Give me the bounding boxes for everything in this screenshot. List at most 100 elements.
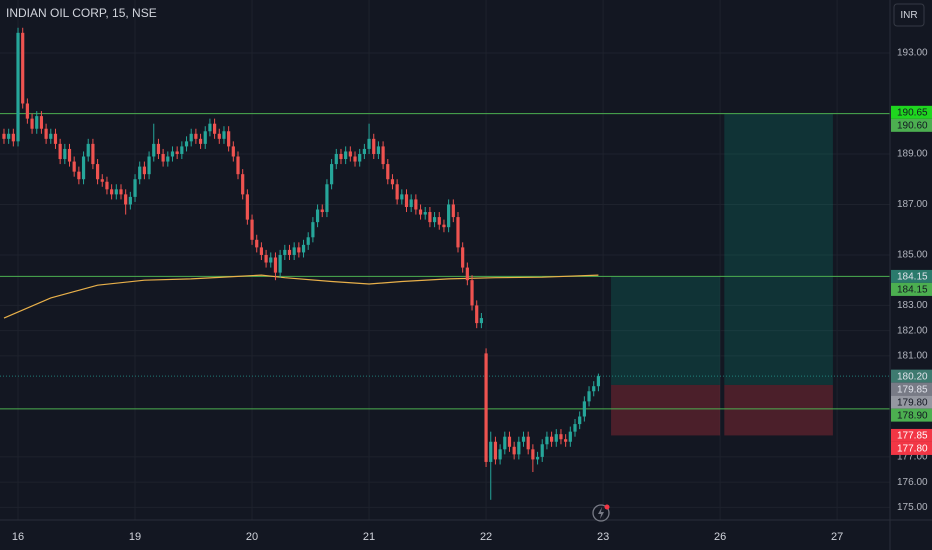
- candle-body: [489, 441, 493, 462]
- price-label: 190.60: [897, 120, 928, 131]
- candle-body: [470, 280, 474, 306]
- price-label: 177.85: [897, 431, 928, 442]
- candle-body: [447, 204, 451, 228]
- price-label-bg: [891, 382, 932, 396]
- candle-body: [465, 267, 469, 281]
- candle-body: [526, 436, 530, 450]
- candle-body: [81, 156, 86, 180]
- candle-body: [512, 446, 516, 455]
- candle-body: [358, 153, 362, 162]
- candle-body: [418, 209, 423, 215]
- icon-dot[interactable]: [604, 504, 610, 510]
- currency-label[interactable]: INR: [900, 10, 917, 21]
- candle-body: [344, 151, 348, 160]
- candle-body: [227, 131, 231, 147]
- candle-body: [138, 166, 142, 180]
- candle-body: [72, 161, 76, 172]
- candle-body: [330, 164, 334, 185]
- x-tick-label: 19: [129, 531, 141, 543]
- candle-body: [517, 441, 521, 455]
- price-label-bg: [891, 282, 932, 296]
- x-tick-label: 27: [831, 531, 843, 543]
- candle-body: [170, 151, 175, 157]
- candle-body: [255, 239, 259, 248]
- candle-body: [142, 166, 146, 175]
- candle-body: [554, 434, 558, 442]
- candle-body: [409, 199, 413, 207]
- candle-body: [189, 133, 193, 142]
- candle-body: [283, 249, 287, 255]
- y-tick-label: 193.00: [897, 48, 928, 59]
- candle-body: [545, 436, 549, 445]
- y-tick-label: 182.00: [897, 325, 928, 336]
- candle-body: [231, 146, 235, 157]
- candle-body: [49, 133, 53, 139]
- alert-icon[interactable]: [592, 504, 610, 522]
- candle-body: [451, 204, 455, 218]
- candle-body: [306, 237, 310, 245]
- price-label-bg: [891, 269, 932, 283]
- price-label: 184.15: [897, 285, 928, 296]
- price-label-bg: [891, 441, 932, 455]
- candle-body: [114, 189, 118, 195]
- candle-body: [44, 128, 48, 139]
- candle-body: [507, 436, 512, 447]
- candle-body: [198, 138, 203, 144]
- candle-body: [423, 212, 427, 215]
- candle-body: [194, 133, 198, 139]
- candle-body: [278, 254, 282, 273]
- candle-body: [175, 151, 179, 154]
- candle-body: [386, 164, 390, 180]
- candle-body: [180, 146, 184, 154]
- candle-body: [578, 416, 582, 425]
- price-label-bg: [891, 118, 932, 132]
- candle-body: [479, 318, 483, 324]
- icon-bolt[interactable]: [598, 507, 604, 519]
- candle-body: [325, 184, 329, 213]
- candle-body: [67, 148, 72, 162]
- candle-body: [110, 189, 114, 195]
- price-label: 180.20: [897, 371, 928, 382]
- price-label: 179.80: [897, 397, 928, 408]
- stop-zone: [611, 384, 721, 436]
- candle-body: [437, 217, 441, 225]
- candle-body: [461, 247, 465, 268]
- candle-body: [25, 103, 29, 119]
- candle-body: [259, 247, 264, 255]
- candle-body: [564, 439, 568, 442]
- target-zone: [611, 276, 721, 385]
- candle-body: [381, 146, 385, 165]
- currency-button[interactable]: [893, 3, 925, 27]
- candle-body: [77, 171, 81, 180]
- candle-body: [86, 143, 90, 157]
- candle-body: [124, 194, 128, 205]
- candle-body: [236, 156, 240, 175]
- candle-body: [339, 153, 343, 160]
- candle-body: [540, 444, 544, 457]
- axis: 16 19 20 21 22 23 26 27 193.00 189.00 187.00 185.00…: [12, 48, 932, 543]
- candle-body: [432, 217, 437, 223]
- candle-body: [222, 131, 226, 139]
- candle-body: [208, 123, 212, 132]
- chart-title: INDIAN OIL CORP, 15, NSE: [6, 6, 157, 20]
- candle-body: [269, 257, 273, 263]
- stop-zone: [724, 384, 833, 436]
- candle-body: [184, 141, 189, 147]
- x-tick-label: 26: [714, 531, 726, 543]
- price-label-bg: [891, 369, 932, 383]
- icon-circle[interactable]: [592, 504, 610, 522]
- grid: [0, 0, 890, 520]
- candle-body: [217, 133, 221, 139]
- candle-body: [320, 209, 324, 213]
- price-label-bg: [891, 105, 932, 119]
- candle-body: [456, 217, 460, 248]
- x-tick-label: 21: [363, 531, 375, 543]
- candle-body: [287, 249, 292, 255]
- moving-average: [3, 274, 599, 319]
- price-label: 190.65: [897, 107, 928, 118]
- candle-body: [573, 424, 577, 432]
- candle-body: [147, 156, 151, 175]
- candle-body: [133, 179, 137, 197]
- candle-body: [592, 386, 596, 392]
